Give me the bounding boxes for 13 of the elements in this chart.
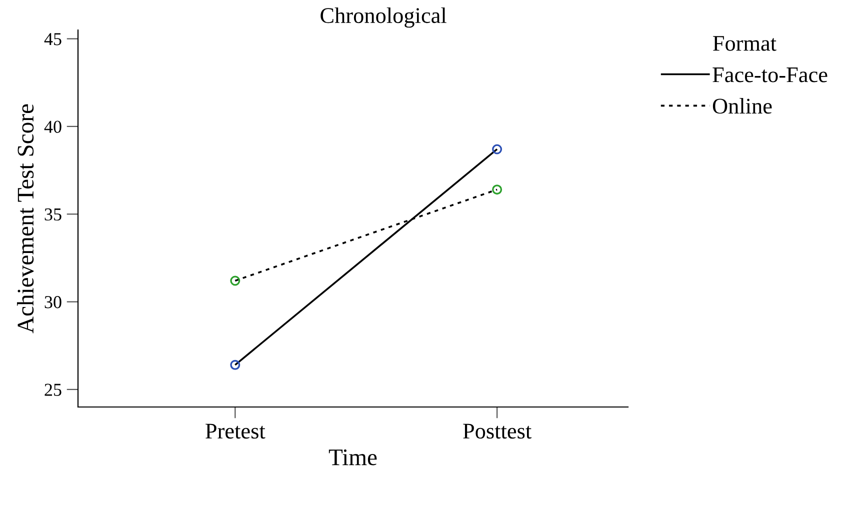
y-tick-label: 45 [44,33,62,46]
legend-label: Face-to-Face [712,68,828,82]
legend-label: Online [712,98,772,114]
x-tick-label: Posttest [463,424,532,439]
legend-title: Format [712,36,776,51]
y-tick-label: 40 [44,120,62,133]
y-tick-label: 25 [44,384,62,396]
y-tick-label: 30 [44,296,62,308]
x-axis-title: Time [328,449,377,466]
x-tick-label: Pretest [206,424,266,439]
y-tick-label: 35 [44,208,62,221]
y-axis-title: Achievement Test Score [17,104,34,334]
chart-title: Chronological [320,7,446,28]
